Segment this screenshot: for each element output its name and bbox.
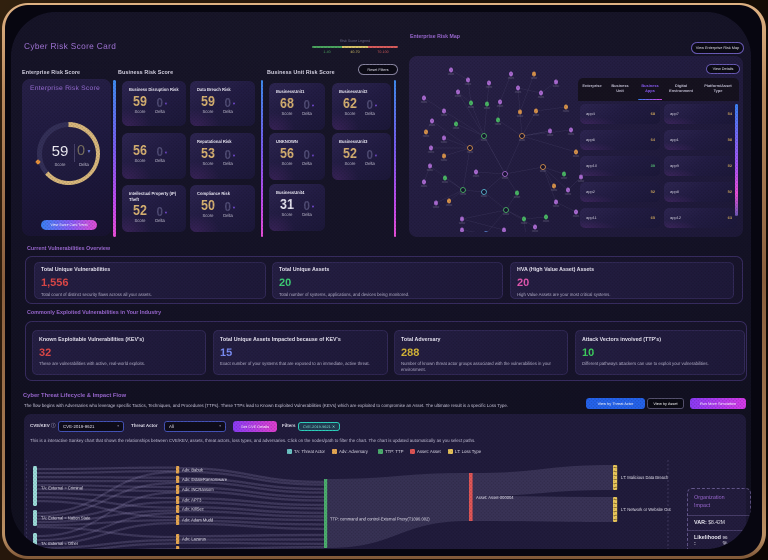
svg-text:TA: External = Nation State: TA: External = Nation State (41, 516, 91, 521)
svg-text:Asset: Asset-000004: Asset: Asset-000004 (476, 495, 514, 500)
svg-text:Adv: KillSec: Adv: KillSec (182, 507, 204, 512)
svg-text:TTP: command and control-Exter: TTP: command and control-External Proxy(… (330, 517, 430, 522)
svg-text:TA: External = Criminal: TA: External = Criminal (41, 486, 83, 491)
svg-text:Adv: Lazarus: Adv: Lazarus (182, 537, 206, 542)
svg-text:Adv: Adam Mudd: Adv: Adam Mudd (182, 518, 214, 523)
svg-text:Adv: EstateRansomware: Adv: EstateRansomware (182, 477, 228, 482)
svg-text:LT: Network or Website Out: LT: Network or Website Out (621, 507, 672, 512)
svg-text:LT: Malicious Data Breach: LT: Malicious Data Breach (621, 475, 669, 480)
svg-text:TA: External = Other: TA: External = Other (41, 541, 79, 546)
svg-text:Adv: APT3: Adv: APT3 (182, 498, 202, 503)
svg-text:Adv: Babuk: Adv: Babuk (182, 467, 204, 472)
svg-text:Adv: INCRansom: Adv: INCRansom (182, 487, 214, 492)
